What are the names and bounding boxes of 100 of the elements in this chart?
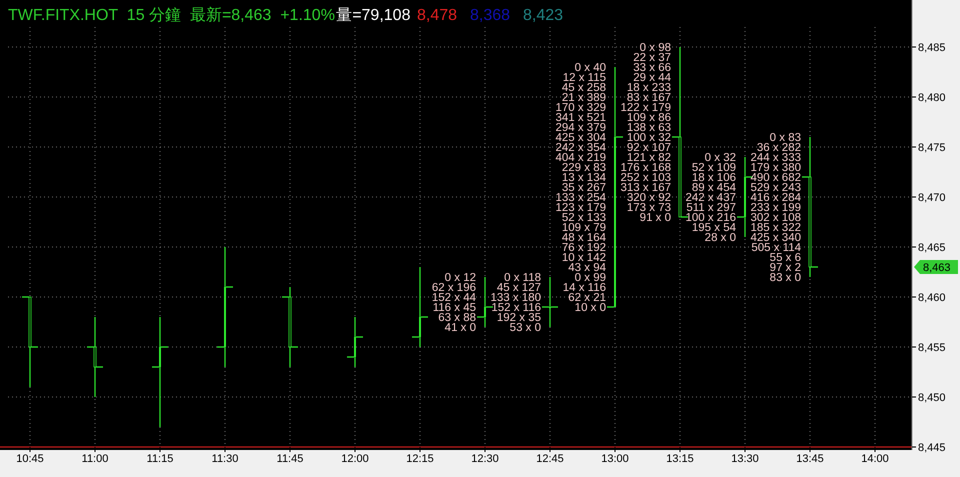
annotation: 195 x 54 xyxy=(692,222,737,234)
x-tick-label: 14:00 xyxy=(861,453,889,465)
annotation: 18 x 233 xyxy=(626,82,671,94)
x-tick-label: 10:45 xyxy=(16,453,44,465)
y-tick-label: 8,445 xyxy=(918,442,946,454)
annotation: 76 x 192 xyxy=(562,242,606,254)
annotation: 10 x 142 xyxy=(562,252,606,264)
annotation: 425 x 340 xyxy=(750,232,801,244)
annotation: 97 x 2 xyxy=(770,262,801,274)
text: 8,478 xyxy=(417,7,458,24)
annotation: 83 x 167 xyxy=(626,92,671,104)
chart-title: TWF.FITX.HOT 15 分鐘 最新=8,463 +1.10% xyxy=(8,6,335,24)
annotation: 242 x 354 xyxy=(555,142,607,154)
text: 8,368 xyxy=(470,7,510,24)
annotation: 29 x 44 xyxy=(633,72,672,84)
annotation: 294 x 379 xyxy=(555,122,606,134)
annotation: 176 x 168 xyxy=(620,162,671,174)
annotation: 92 x 107 xyxy=(626,142,671,154)
annotation: 302 x 108 xyxy=(750,212,801,224)
annotation: 122 x 179 xyxy=(620,102,671,114)
y-tick-label: 8,480 xyxy=(918,92,946,104)
annotation: 89 x 454 xyxy=(692,182,737,194)
y-tick-label: 8,460 xyxy=(918,292,946,304)
annotation: 36 x 282 xyxy=(756,142,801,154)
annotation: 0 x 83 xyxy=(770,132,801,144)
annotation: 52 x 109 xyxy=(692,162,736,174)
annotation: 138 x 63 xyxy=(626,122,671,134)
x-tick-label: 11:45 xyxy=(276,453,304,465)
annotation: 233 x 199 xyxy=(750,202,801,214)
x-tick-label: 11:15 xyxy=(146,453,174,465)
annotation: 0 x 32 xyxy=(704,152,736,164)
annotation: 192 x 35 xyxy=(496,312,541,324)
annotation: 490 x 682 xyxy=(750,172,801,184)
annotation: 109 x 79 xyxy=(562,222,606,234)
x-tick-label: 13:15 xyxy=(666,453,694,465)
annotation: 83 x 0 xyxy=(770,272,801,284)
annotation: 511 x 297 xyxy=(686,202,736,214)
x-tick-label: 11:00 xyxy=(82,453,108,465)
annotation: 416 x 284 xyxy=(750,192,802,204)
annotation: 12 x 115 xyxy=(562,72,606,84)
annotation: 170 x 329 xyxy=(555,102,606,114)
annotation: 244 x 333 xyxy=(750,152,801,164)
annotation: 52 x 133 xyxy=(562,212,606,224)
annotation: 109 x 86 xyxy=(626,112,671,124)
x-tick-label: 13:30 xyxy=(731,453,759,465)
x-tick-label: 12:30 xyxy=(471,453,499,465)
y-tick-label: 8,475 xyxy=(918,142,946,154)
y-tick-label: 8,450 xyxy=(918,392,946,404)
y-tick-label: 8,485 xyxy=(918,42,946,54)
annotation: 35 x 267 xyxy=(562,182,606,194)
annotation: 505 x 114 xyxy=(751,242,802,254)
annotation: 179 x 380 xyxy=(750,162,801,174)
annotation: 0 x 12 xyxy=(444,272,476,284)
annotation: 45 x 258 xyxy=(562,82,606,94)
text: 8,463 xyxy=(923,262,951,274)
annotation: 133 x 254 xyxy=(555,192,607,204)
chart-subtitle: 量=79,108 xyxy=(336,7,411,24)
y-tick-label: 8,470 xyxy=(918,192,946,204)
x-tick-label: 11:30 xyxy=(212,453,238,465)
annotation: 229 x 83 xyxy=(562,162,606,174)
annotation: 53 x 0 xyxy=(510,322,541,334)
annotation: 55 x 6 xyxy=(770,252,801,264)
y-tick-label: 8,465 xyxy=(918,242,946,254)
annotation: 123 x 179 xyxy=(555,202,606,214)
annotation: 18 x 106 xyxy=(692,172,736,184)
annotation: 45 x 127 xyxy=(496,282,541,294)
annotation: 14 x 116 xyxy=(562,282,606,294)
annotation: 0 x 118 xyxy=(504,272,541,284)
annotation: 33 x 66 xyxy=(633,62,671,74)
annotation: 100 x 216 xyxy=(685,212,736,224)
annotation: 0 x 98 xyxy=(640,42,671,54)
annotation: 0 x 99 xyxy=(574,272,606,284)
annotation: 62 x 196 xyxy=(432,282,476,294)
annotation: 48 x 164 xyxy=(562,232,607,244)
y-tick-label: 8,455 xyxy=(918,342,946,354)
annotation: 252 x 103 xyxy=(620,172,671,184)
annotation: 121 x 82 xyxy=(626,152,671,164)
annotation: 100 x 32 xyxy=(626,132,671,144)
annotation: 41 x 0 xyxy=(444,322,476,334)
annotation: 152 x 116 xyxy=(491,302,541,314)
annotation: 341 x 521 xyxy=(555,112,606,124)
annotation: 320 x 92 xyxy=(626,192,671,204)
annotation: 10 x 0 xyxy=(574,302,606,314)
x-tick-label: 12:45 xyxy=(536,453,564,465)
annotation: 28 x 0 xyxy=(704,232,736,244)
annotation: 173 x 73 xyxy=(626,202,671,214)
annotation: 62 x 21 xyxy=(568,292,606,304)
annotation: 13 x 134 xyxy=(562,172,607,184)
text: 8,423 xyxy=(523,7,564,24)
annotation: 185 x 322 xyxy=(750,222,801,234)
annotation: 133 x 180 xyxy=(490,292,541,304)
annotation: 22 x 37 xyxy=(633,52,671,64)
x-tick-label: 12:15 xyxy=(406,453,434,465)
annotation: 63 x 88 xyxy=(438,312,476,324)
annotation: 404 x 219 xyxy=(555,152,606,164)
annotation: 21 x 389 xyxy=(562,92,606,104)
annotation: 91 x 0 xyxy=(640,212,671,224)
x-tick-label: 13:45 xyxy=(796,453,824,465)
x-tick-label: 12:00 xyxy=(341,453,369,465)
annotation: 43 x 94 xyxy=(568,262,607,274)
